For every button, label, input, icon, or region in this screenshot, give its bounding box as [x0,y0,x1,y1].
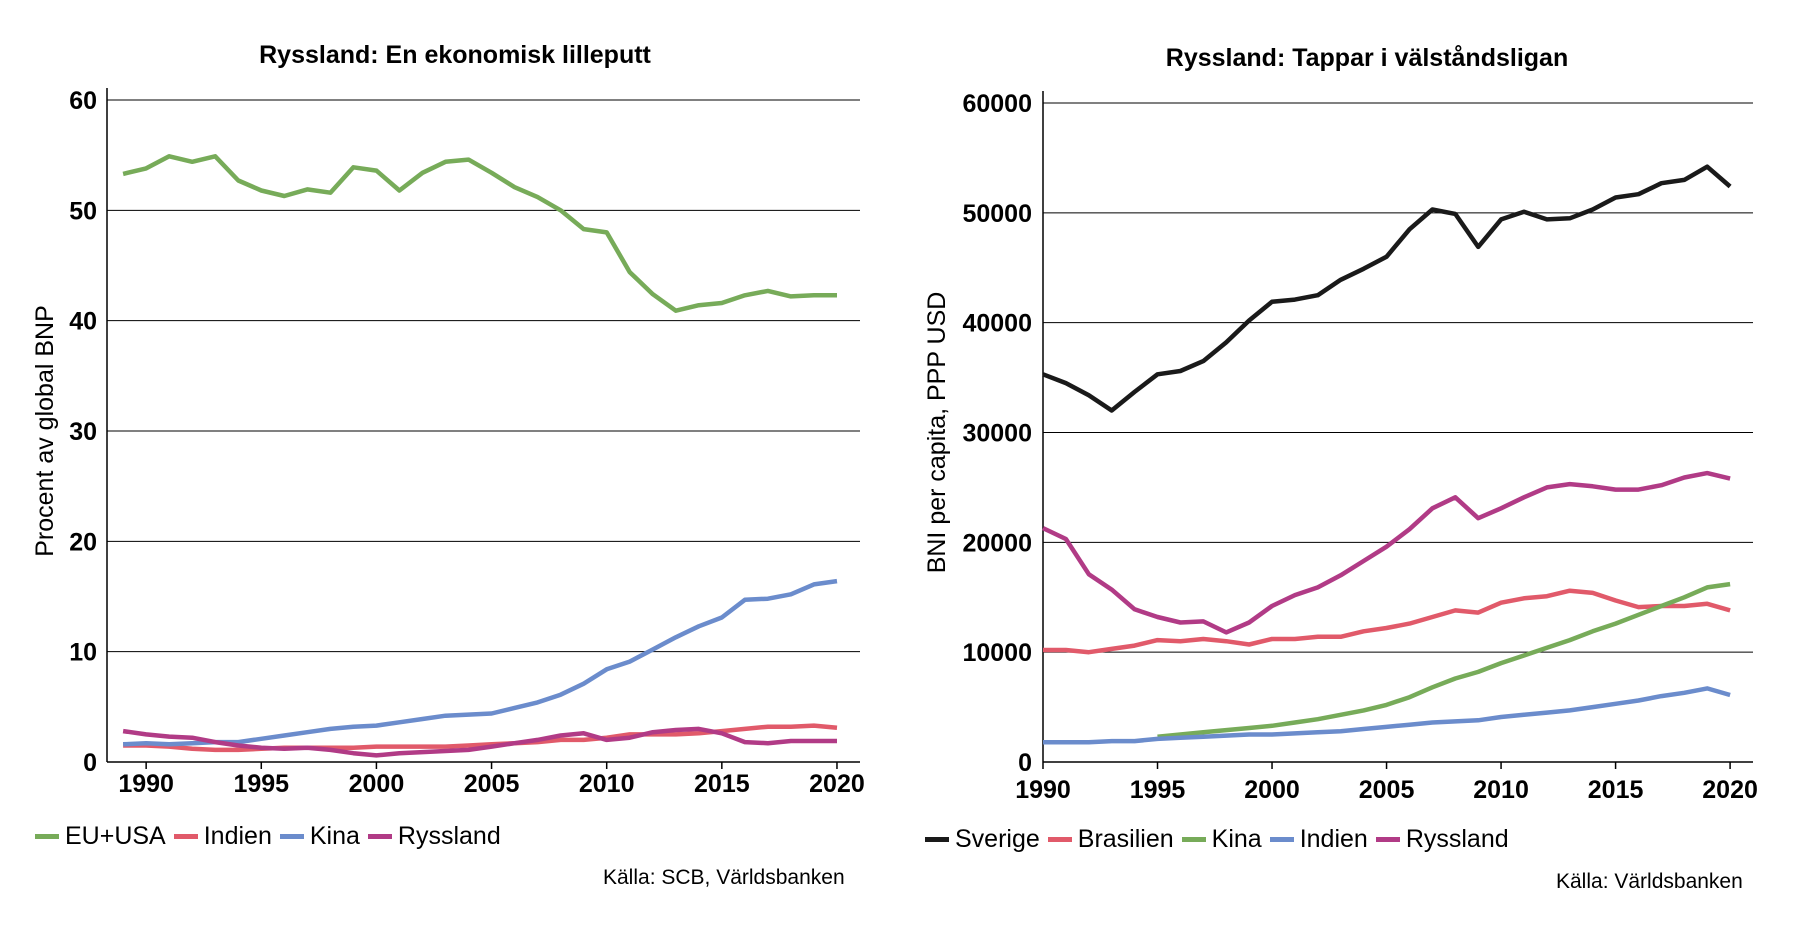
legend-label-ryssland-2: Ryssland [1405,825,1509,853]
chart-left: Ryssland: En ekonomisk lilleputt Procent … [31,41,865,798]
x-tick-label-1995: 1995 [1130,776,1186,804]
x-tick-label-2010: 2010 [579,770,635,798]
legend-item-indien-2: Indien [1269,825,1368,854]
y-tick-label-0: 0 [1018,749,1032,777]
y-tick-label-20000: 20000 [962,529,1032,557]
legend-item-indien: Indien [173,822,272,851]
y-tick-label-30000: 30000 [962,420,1032,448]
legend-item-ryssland: Ryssland [367,822,501,851]
legend-label-indien: Indien [203,822,272,850]
x-tick-label-2000: 2000 [349,770,405,798]
y-tick-label-50000: 50000 [962,200,1032,228]
x-tick-label-2020: 2020 [809,770,865,798]
legend-label-ryssland: Ryssland [397,822,501,850]
series-line-kina [122,578,838,747]
legend-left: EU+USA Indien Kina Ryssland [35,822,509,851]
y-tick-label-50: 50 [69,197,97,225]
legend-swatch-sverige [925,837,949,842]
y-tick-label-10: 10 [69,639,97,667]
legend-label-eu-usa: EU+USA [65,822,166,850]
legend-swatch-indien-2 [1269,837,1294,842]
legend-right: Sverige Brasilien Kina Indien Ryssland [925,825,1517,854]
legend-swatch-brasilien [1047,837,1072,842]
y-tick-label-60: 60 [69,87,97,115]
chart-title: Ryssland: Tappar i välståndsligan [1166,44,1568,72]
legend-item-brasilien: Brasilien [1047,825,1174,854]
x-tick-label-1990: 1990 [1015,776,1071,804]
legend-item-ryssland-2: Ryssland [1375,825,1509,854]
y-tick-label-0: 0 [83,749,97,777]
x-tick-label-2015: 2015 [694,770,750,798]
series-line-ryssland [1042,470,1731,635]
y-tick-label-20: 20 [69,528,97,556]
series-line-eu-usa [122,154,837,313]
y-tick-label-10000: 10000 [962,639,1032,667]
legend-swatch-ryssland-2 [1375,837,1400,842]
legend-label-kina-2: Kina [1211,825,1262,853]
legend-swatch-kina [279,834,304,839]
x-tick-label-2015: 2015 [1588,776,1644,804]
legend-label-indien-2: Indien [1299,825,1368,853]
x-tick-label-1990: 1990 [118,770,174,798]
x-tick-label-2020: 2020 [1702,776,1758,804]
x-tick-label-2000: 2000 [1244,776,1300,804]
x-tick-label-2010: 2010 [1473,776,1529,804]
series-line-sverige [1042,164,1732,413]
legend-swatch-indien [173,834,198,839]
legend-swatch-ryssland [367,834,392,839]
legend-swatch-eu-usa [35,834,59,839]
legend-label-sverige: Sverige [955,825,1040,853]
legend-swatch-kina-2 [1181,837,1206,842]
source-left: Källa: SCB, Världsbanken [603,866,845,889]
y-tick-label-40000: 40000 [962,310,1032,338]
legend-item-sverige: Sverige [925,825,1040,854]
source-right: Källa: Världsbanken [1556,870,1743,893]
series-line-brasilien [1043,588,1731,655]
chart-left-panel: Ryssland: En ekonomisk lilleputt Procent … [31,41,865,889]
y-tick-label-40: 40 [69,308,97,336]
legend-label-brasilien: Brasilien [1077,825,1174,853]
x-tick-label-1995: 1995 [233,770,289,798]
series-line-indien [1043,686,1731,745]
chart-title: Ryssland: En ekonomisk lilleputt [259,41,651,69]
y-axis-label: BNI per capita, PPP USD [923,292,951,574]
legend-item-eu-usa: EU+USA [35,822,166,851]
series-line-ryssland [122,726,837,758]
chart-right: Ryssland: Tappar i välståndsligan BNI per… [923,44,1758,804]
series-line-kina [1157,581,1731,739]
y-tick-label-30: 30 [69,418,97,446]
legend-item-kina: Kina [279,822,360,851]
y-tick-label-60000: 60000 [962,90,1032,118]
x-tick-label-2005: 2005 [464,770,520,798]
legend-label-kina: Kina [309,822,360,850]
y-axis-label: Procent av global BNP [31,305,59,557]
legend-item-kina-2: Kina [1181,825,1262,854]
x-tick-label-2005: 2005 [1359,776,1415,804]
chart-right-panel: Ryssland: Tappar i välståndsligan BNI per… [905,0,1810,932]
